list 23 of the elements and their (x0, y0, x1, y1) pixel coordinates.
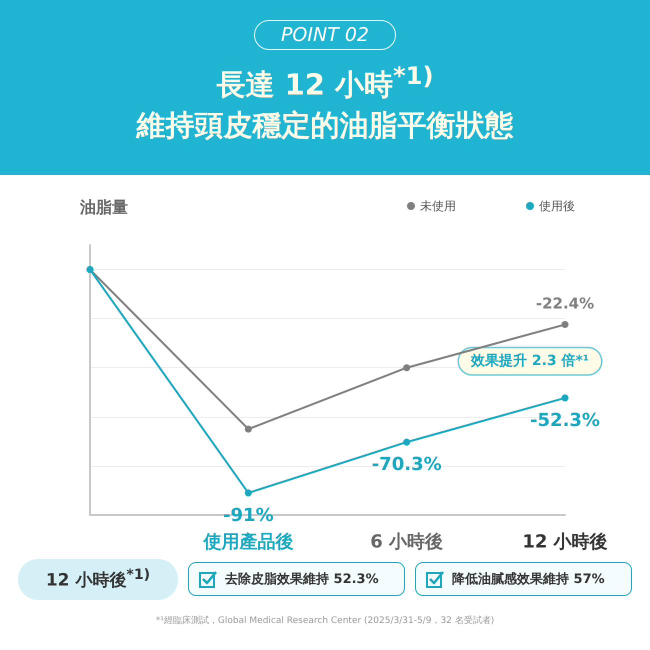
text: 12 小時後$^{*1)}$ (18, 559, 178, 600)
data-label: -70.3% (372, 454, 442, 476)
point (403, 364, 410, 372)
point (403, 438, 410, 446)
x-tick-label: 使用產品後 (202, 532, 294, 552)
x-tick-label: 12 小時後 (522, 532, 608, 552)
text: 去除皮脂效果維持 52.3% (225, 571, 379, 588)
chart-title: 長達 12 小時$^{*1)}$ 維持頭皮穩定的油脂平衡狀態 (134, 61, 514, 144)
y-axis-title: 油脂量 (79, 198, 128, 216)
data-label: -52.3% (530, 410, 600, 431)
annotation: 效果提升 2.3 倍*¹ (470, 352, 590, 370)
point (244, 426, 252, 433)
legend-label: 未使用 (420, 199, 456, 213)
point (562, 394, 568, 402)
legend-label: 使用後 (539, 199, 575, 213)
point (562, 321, 568, 328)
point (244, 489, 252, 496)
data-label: -91% (223, 504, 274, 526)
text: POINT 02 (254, 20, 396, 50)
x-tick-label: 6 小時後 (370, 532, 444, 552)
text: 降低油膩感效果維持 57% (452, 571, 605, 588)
data-label: -22.4% (536, 294, 594, 313)
text: *¹經臨床測試，Global Medical Research Center (2025/3/31-5/9，32 名受試者) (154, 614, 496, 627)
